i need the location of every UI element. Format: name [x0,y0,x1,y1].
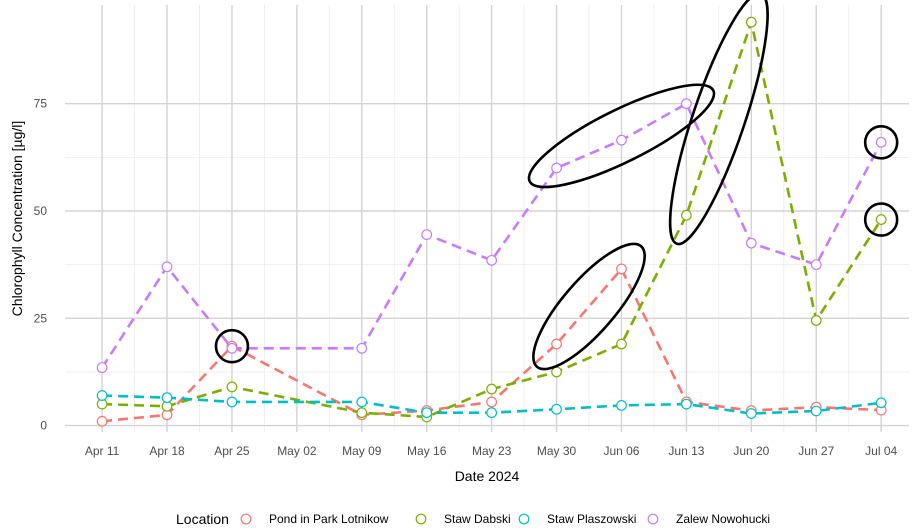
data-point [875,214,887,225]
x-tick-label: Jun 27 [798,444,834,458]
data-point [681,398,692,410]
x-tick-label: May 23 [472,444,512,458]
highlight-circle [863,125,899,160]
data-point [356,342,368,354]
series-line [101,267,882,423]
x-tick-label: Jul 04 [865,444,897,458]
data-point [616,134,627,146]
data-point [875,397,887,409]
data-point [421,229,433,240]
x-tick-label: Apr 25 [214,444,250,458]
highlight-ellipse [532,242,646,371]
legend-marker [518,513,530,525]
x-tick-label: Apr 18 [149,444,185,458]
data-point [551,338,562,350]
y-tick-label: 75 [34,97,48,111]
data-point [161,392,173,404]
x-axis-ticks: Apr 11 Apr 18 Apr 25 May 02 May 09 May 16 May … [85,444,898,458]
data-point [356,396,368,408]
y-axis-ticks: 0 25 50 75 [34,97,48,433]
data-point [96,415,108,427]
y-axis-title: Chlorophyll Concentration [µg/l] [9,121,25,317]
x-tick-label: Jun 20 [733,444,769,458]
x-tick-label: May 30 [537,444,577,458]
data-point [616,338,627,350]
x-tick-label: Apr 11 [85,444,120,458]
legend-marker [647,513,659,525]
legend-label: Staw Dabski [444,512,511,526]
legend-label: Pond in Park Lotnikow [269,512,389,526]
series-line [102,394,882,415]
data-point [161,261,173,273]
y-tick-label: 25 [34,311,48,325]
data-point [96,390,108,401]
x-axis-title: Date 2024 [455,468,520,484]
data-point [421,407,433,419]
series-lines [101,20,883,423]
data-point [486,407,498,419]
highlight-ellipse [527,83,716,189]
legend-marker [415,513,427,525]
x-tick-label: May 09 [342,444,382,458]
highlight-circle [863,202,899,237]
data-point [551,403,562,415]
data-point [810,315,822,326]
data-point [486,383,498,395]
highlight-ellipse [668,0,769,246]
legend: Location Pond in Park Lotnikow Staw Dabsk… [176,511,770,527]
x-tick-label: Jun 13 [668,444,704,458]
data-point [356,407,368,419]
grid [65,5,909,432]
data-point [745,408,757,419]
data-point [616,399,627,411]
highlight-circle [214,328,250,364]
data-point [810,259,822,271]
x-tick-label: Jun 06 [603,444,639,458]
data-point [681,98,692,110]
series-points [96,16,887,427]
data-point [681,209,692,221]
data-point [96,362,108,374]
data-point [226,342,238,354]
series-line [102,20,883,419]
annotations [214,0,899,371]
data-point [875,136,887,148]
data-point [551,162,562,174]
x-tick-label: May 16 [407,444,447,458]
data-point [810,405,822,417]
data-point [226,396,238,408]
x-tick-label: May 02 [277,444,317,458]
data-point [486,396,498,408]
legend-marker [240,513,252,525]
legend-label: Zalew Nowohucki [676,512,770,526]
data-point [745,237,757,249]
data-point [745,16,757,28]
data-point [226,381,238,393]
y-tick-label: 0 [40,419,47,433]
data-point [616,263,627,275]
series-line [101,102,883,369]
y-tick-label: 50 [34,204,48,218]
data-point [486,254,498,266]
legend-label: Staw Plaszowski [547,512,636,526]
legend-title: Location [176,511,229,527]
